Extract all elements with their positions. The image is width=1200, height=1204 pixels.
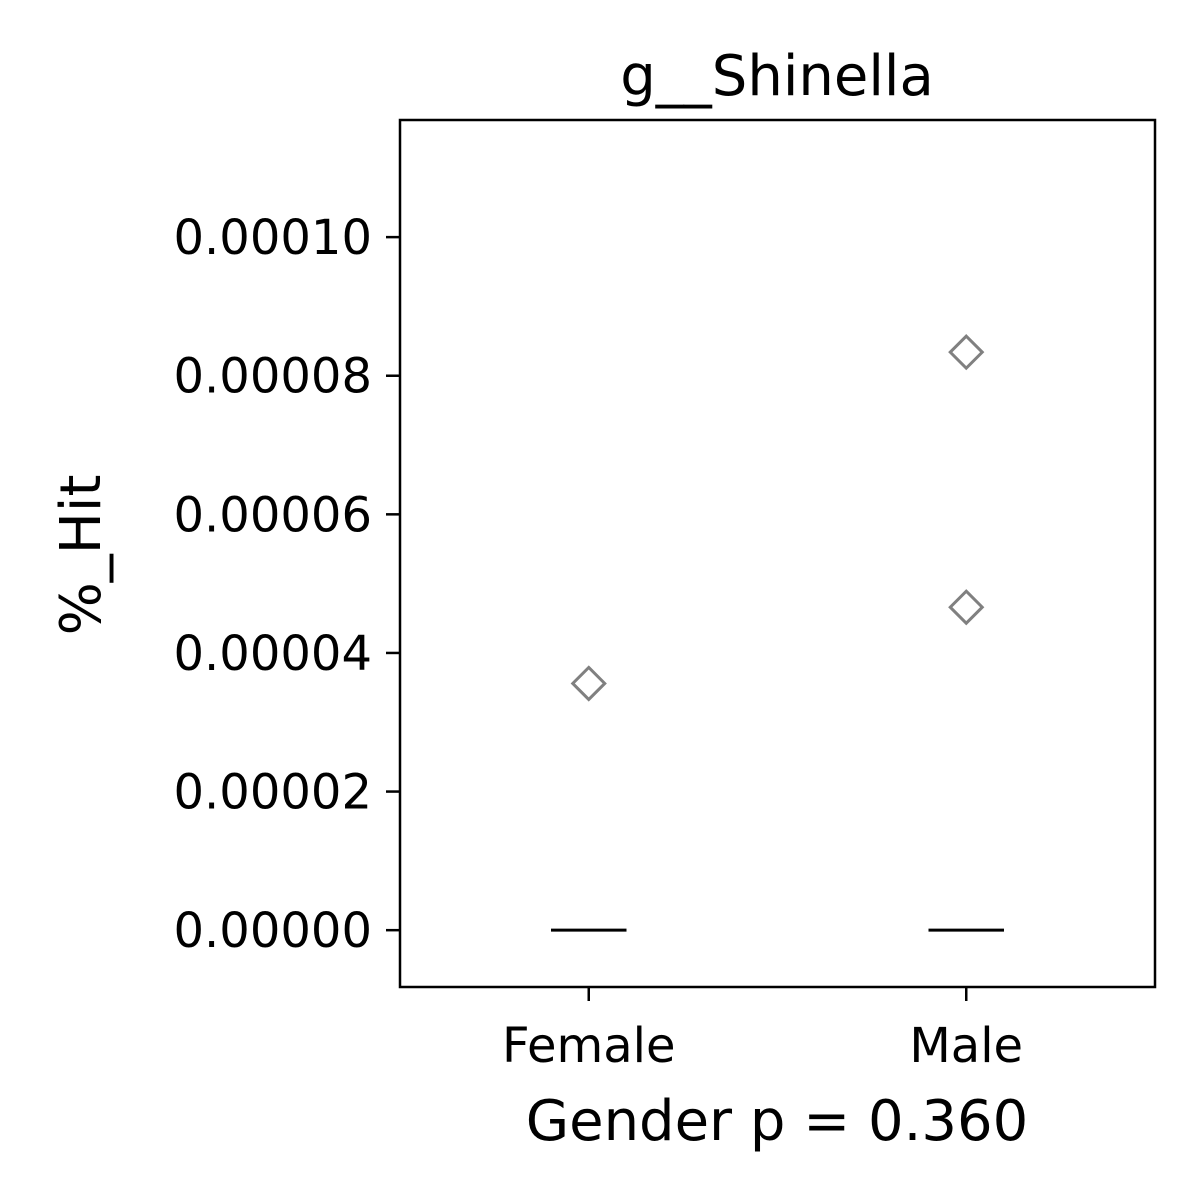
y-tick-label: 0.00008 — [174, 349, 373, 405]
y-tick-label: 0.00010 — [174, 210, 373, 266]
y-axis-label: %_Hit — [49, 475, 114, 636]
chart-title: g__Shinella — [620, 44, 934, 109]
x-axis-label: Gender p = 0.360 — [526, 1089, 1029, 1154]
x-tick-label: Male — [909, 1018, 1023, 1074]
y-tick-label: 0.00006 — [174, 487, 373, 543]
y-tick-label: 0.00002 — [174, 765, 373, 821]
flier — [570, 665, 607, 702]
plot-frame — [398, 118, 1157, 989]
x-tick-label: Female — [502, 1018, 676, 1074]
y-tick-label: 0.00004 — [174, 626, 373, 682]
flier — [948, 589, 985, 626]
flier — [948, 334, 985, 371]
y-tick-label: 0.00000 — [174, 903, 373, 959]
